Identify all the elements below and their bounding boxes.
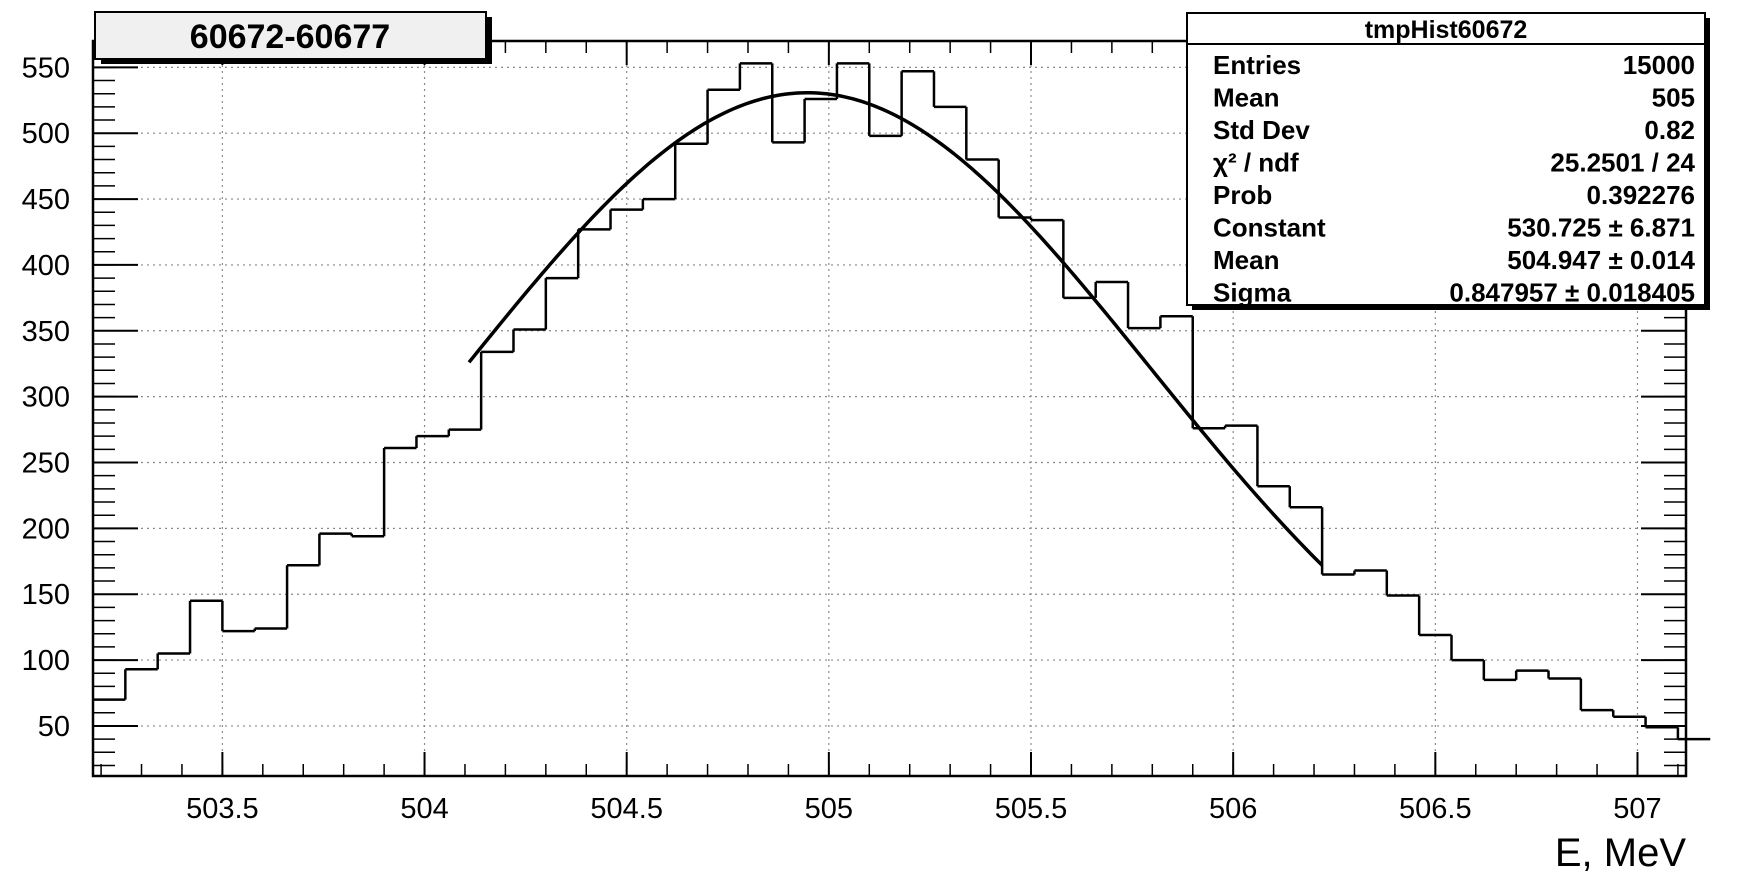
x-tick-label: 504.5 [590,793,663,825]
y-tick-label: 300 [22,382,70,414]
x-tick-label: 506.5 [1399,793,1472,825]
y-axis-tick-labels: 50 100 150 200 250 300 350 400 450 500 550 [22,52,70,743]
x-tick-label: 505 [805,793,853,825]
stats-row-value: 0.847957 ± 0.018405 [1449,278,1695,308]
stats-row-value: 15000 [1623,50,1695,80]
y-tick-label: 500 [22,118,70,150]
stats-row-label: Constant [1213,213,1326,243]
chart-title: 60672-60677 [190,18,390,56]
stats-row-value: 530.725 ± 6.871 [1507,213,1695,243]
y-tick-label: 200 [22,513,70,545]
x-tick-label: 504 [400,793,448,825]
fit-curve-layer [467,90,1324,567]
y-tick-label: 250 [22,448,70,480]
x-axis-title: E, MeV [1555,831,1686,875]
gaussian-fit-curve [467,90,1324,567]
stats-box-frame [1186,12,1706,306]
title-box: 60672-60677 [94,11,492,64]
stats-row-value: 504.947 ± 0.014 [1507,245,1695,275]
y-tick-label: 550 [22,52,70,84]
stats-box-title: tmpHist60672 [1365,16,1528,44]
y-tick-label: 100 [22,645,70,677]
stats-row-label: Std Dev [1213,115,1310,145]
x-tick-label: 507 [1613,793,1661,825]
stats-row-value: 505 [1652,83,1695,113]
stats-row-label: Entries [1213,50,1301,80]
stats-row-value: 0.392276 [1587,180,1695,210]
y-tick-label: 150 [22,579,70,611]
stats-row-label: χ² / ndf [1213,148,1299,178]
x-tick-label: 505.5 [995,793,1068,825]
stats-row-value: 25.2501 / 24 [1550,148,1695,178]
x-tick-label: 503.5 [186,793,259,825]
y-tick-label: 400 [22,250,70,282]
x-axis-tick-labels: 503.5 504 504.5 505 505.5 506 506.5 507 [186,793,1662,825]
y-tick-label: 50 [38,711,70,743]
stats-row-label: Sigma [1213,278,1292,308]
x-tick-label: 506 [1209,793,1257,825]
y-tick-label: 450 [22,184,70,216]
stats-box: tmpHist60672 Entries 15000 Mean 505 Std Dev 0.… [1186,12,1710,310]
histogram-series [93,62,1711,741]
y-tick-label: 350 [22,316,70,348]
stats-row-value: 0.82 [1644,115,1695,145]
stats-row-label: Mean [1213,245,1279,275]
stats-row-label: Mean [1213,83,1279,113]
stats-row-label: Prob [1213,180,1272,210]
plot-frame [91,39,1688,778]
